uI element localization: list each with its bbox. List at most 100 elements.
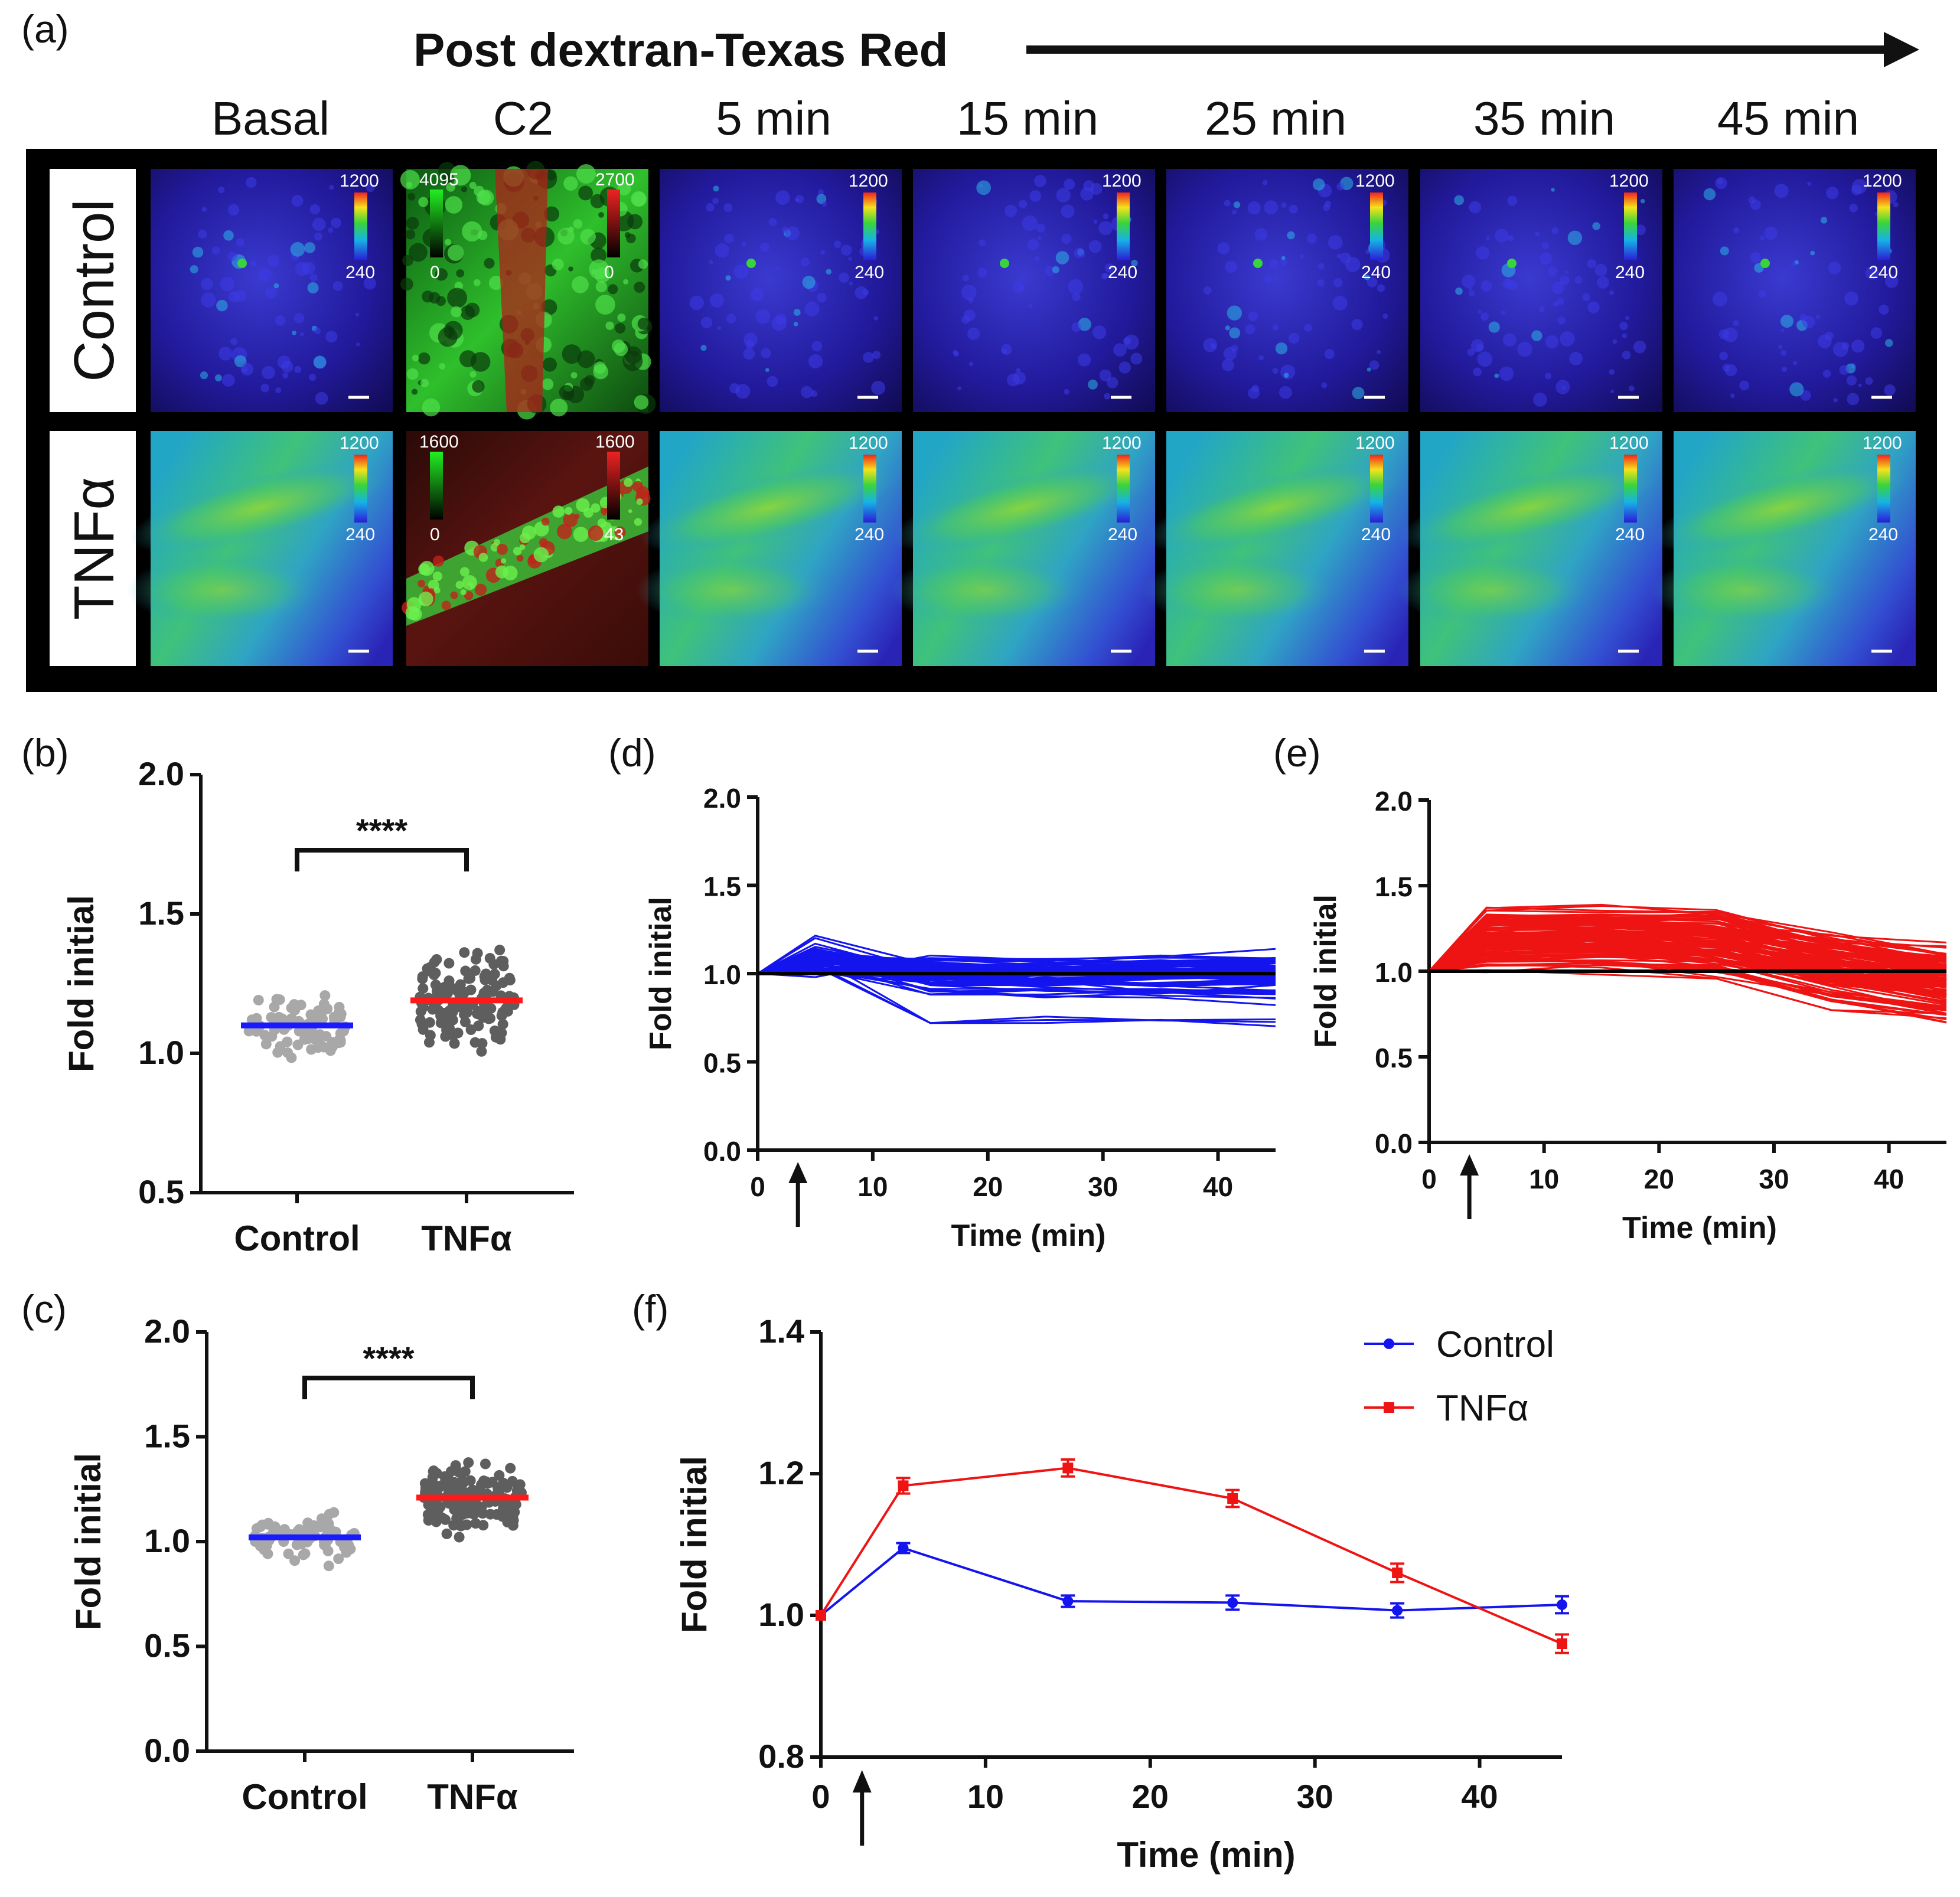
c2-texture: [513, 547, 522, 556]
c2-texture: [409, 243, 428, 262]
tile-cell: [1610, 389, 1615, 393]
tile-cell: [1223, 347, 1237, 361]
tile-cell: [1758, 290, 1766, 298]
c2-texture: [595, 280, 607, 293]
data-point: [1227, 1597, 1238, 1608]
y-tick-label: 0.5: [1375, 1043, 1413, 1073]
tile-cell: [314, 232, 322, 241]
series-line: [757, 964, 1276, 1024]
injection-arrowhead: [1460, 1154, 1479, 1176]
tile-cell: [1251, 384, 1260, 393]
c2-texture: [636, 498, 643, 505]
c2-texture: [591, 247, 606, 263]
microscopy-tile: 1200 240: [1649, 431, 1916, 666]
microscopy-tile: 1200 240: [889, 431, 1155, 666]
tile-cell: [1105, 263, 1114, 273]
tile-cell: [250, 260, 257, 267]
tile-cell: [1884, 275, 1899, 288]
column-header: 45 min: [1717, 92, 1859, 145]
colorbar-label: 2700: [595, 170, 635, 190]
tile-cell: [1538, 306, 1545, 312]
series-line: [1429, 955, 1947, 1023]
tile-cell: [1018, 200, 1028, 208]
tile-cell: [1625, 316, 1630, 321]
tile-cell: [1005, 204, 1017, 217]
c2-texture: [572, 276, 589, 293]
colorbar-label: 1200: [1102, 433, 1142, 453]
tile-cell: [1531, 330, 1542, 341]
colorbar-label: 240: [1361, 263, 1391, 282]
colorbar-label: 1200: [849, 171, 888, 191]
tile-cell: [1078, 353, 1091, 367]
column-header: C2: [493, 92, 553, 145]
data-point: [497, 1018, 508, 1030]
tile-cell: [1052, 266, 1059, 273]
tile-cell: [1870, 327, 1883, 339]
data-point: [478, 1475, 490, 1487]
series-line: [757, 951, 1276, 979]
tile-cell: [325, 331, 338, 343]
chart-f: (f) 0.8 1.0 1.2 1.4 Fold initial 0 10 20 30 40 Time…: [632, 1287, 1569, 1875]
c2-texture: [636, 486, 650, 499]
tile-cell: [1508, 280, 1518, 290]
data-point: [488, 959, 500, 970]
microscopy-tile: 1200 240: [151, 169, 393, 412]
tile-cell: [771, 316, 787, 331]
c2-texture: [459, 350, 477, 368]
tile-cell: [1092, 325, 1107, 339]
data-point: [422, 963, 433, 974]
tile-cell: [1016, 368, 1020, 373]
tile-cell: [1833, 398, 1838, 403]
x-tick-label: Control: [242, 1777, 367, 1817]
tile-cell: [1101, 273, 1108, 280]
c2-texture: [634, 518, 643, 526]
data-point: [298, 1549, 309, 1560]
tile-cell: [1567, 230, 1583, 246]
c2-texture: [563, 176, 578, 191]
tile-cell: [1254, 228, 1267, 241]
series-line: [757, 954, 1276, 978]
microscopy-tile: 1200 240: [660, 169, 902, 412]
tile-cell: [1056, 188, 1071, 203]
x-tick-label: 30: [1297, 1778, 1333, 1815]
tile-cell: [1815, 314, 1821, 319]
tile-cell: [765, 368, 769, 372]
data-point: [271, 994, 282, 1005]
colorbar-label: 240: [855, 263, 884, 282]
c2-texture: [614, 526, 626, 538]
colorbar-label: 240: [345, 525, 375, 544]
x-tick-label: TNFα: [427, 1777, 518, 1817]
tile-cell: [1851, 184, 1862, 195]
data-point: [898, 1480, 909, 1491]
time-arrow: [1026, 32, 1919, 67]
tile-cell: [1587, 301, 1600, 314]
tile-cell: [1541, 241, 1549, 249]
tile-bright-band: [1142, 555, 1336, 626]
data-point: [431, 954, 442, 965]
tile-cell: [310, 274, 318, 282]
tile-cell: [873, 316, 878, 321]
tile-cell: [1034, 175, 1046, 187]
y-tick-label: 1.5: [1375, 871, 1413, 902]
data-point: [454, 1467, 465, 1478]
tile-cell: [976, 180, 991, 195]
data-point: [442, 1024, 453, 1035]
tile-cell: [841, 244, 852, 256]
c2-texture: [500, 558, 507, 564]
green-colorbar: [430, 190, 443, 257]
tile-cell: [1884, 384, 1896, 396]
c2-texture: [429, 292, 441, 304]
c2-texture: [433, 555, 444, 567]
tile-cell: [712, 197, 719, 204]
c2-texture: [460, 305, 475, 320]
tile-cell: [1839, 365, 1849, 375]
data-point: [423, 1037, 435, 1048]
x-axis-label: Time (min): [1117, 1835, 1295, 1875]
tile-cell: [1858, 383, 1862, 387]
c2-texture: [565, 507, 573, 515]
tile-cell: [234, 289, 247, 302]
tile-cell: [1780, 328, 1785, 332]
tile-bright-band: [635, 555, 829, 626]
tile-cell: [1233, 201, 1241, 208]
tile-cell: [275, 387, 282, 393]
